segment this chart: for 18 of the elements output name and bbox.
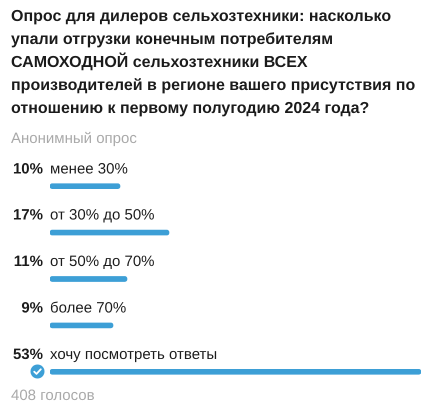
- bar: [50, 322, 114, 328]
- chart-subtitle: Анонимный опрос: [11, 129, 137, 149]
- data-label: 53%: [12, 346, 43, 363]
- data-label: 11%: [14, 253, 43, 270]
- y-tick-label: хочу посмотреть ответы: [50, 346, 218, 363]
- data-label: 10%: [12, 160, 43, 178]
- data-label: 9%: [21, 300, 43, 317]
- y-tick-label: менее 30%: [50, 160, 128, 178]
- bar: [50, 368, 421, 375]
- data-label: 17%: [12, 206, 43, 224]
- y-tick-label: более 70%: [50, 300, 126, 317]
- bar: [50, 230, 170, 236]
- y-tick-label: от 50% до 70%: [50, 253, 155, 270]
- y-tick-label: от 30% до 50%: [50, 206, 155, 224]
- chart-title: Опрос для дилеров сельхозтехники: насколько упали отгрузки конечным потребителям САМОХОДНОЙ сельхозтехники ВСЕХ производителей в регионе вашего присутствия по отношению к первому полугодию 2024 года?: [11, 7, 416, 119]
- text: 408 голосов: [11, 386, 95, 406]
- bar: [50, 276, 128, 282]
- bar: [50, 183, 120, 190]
